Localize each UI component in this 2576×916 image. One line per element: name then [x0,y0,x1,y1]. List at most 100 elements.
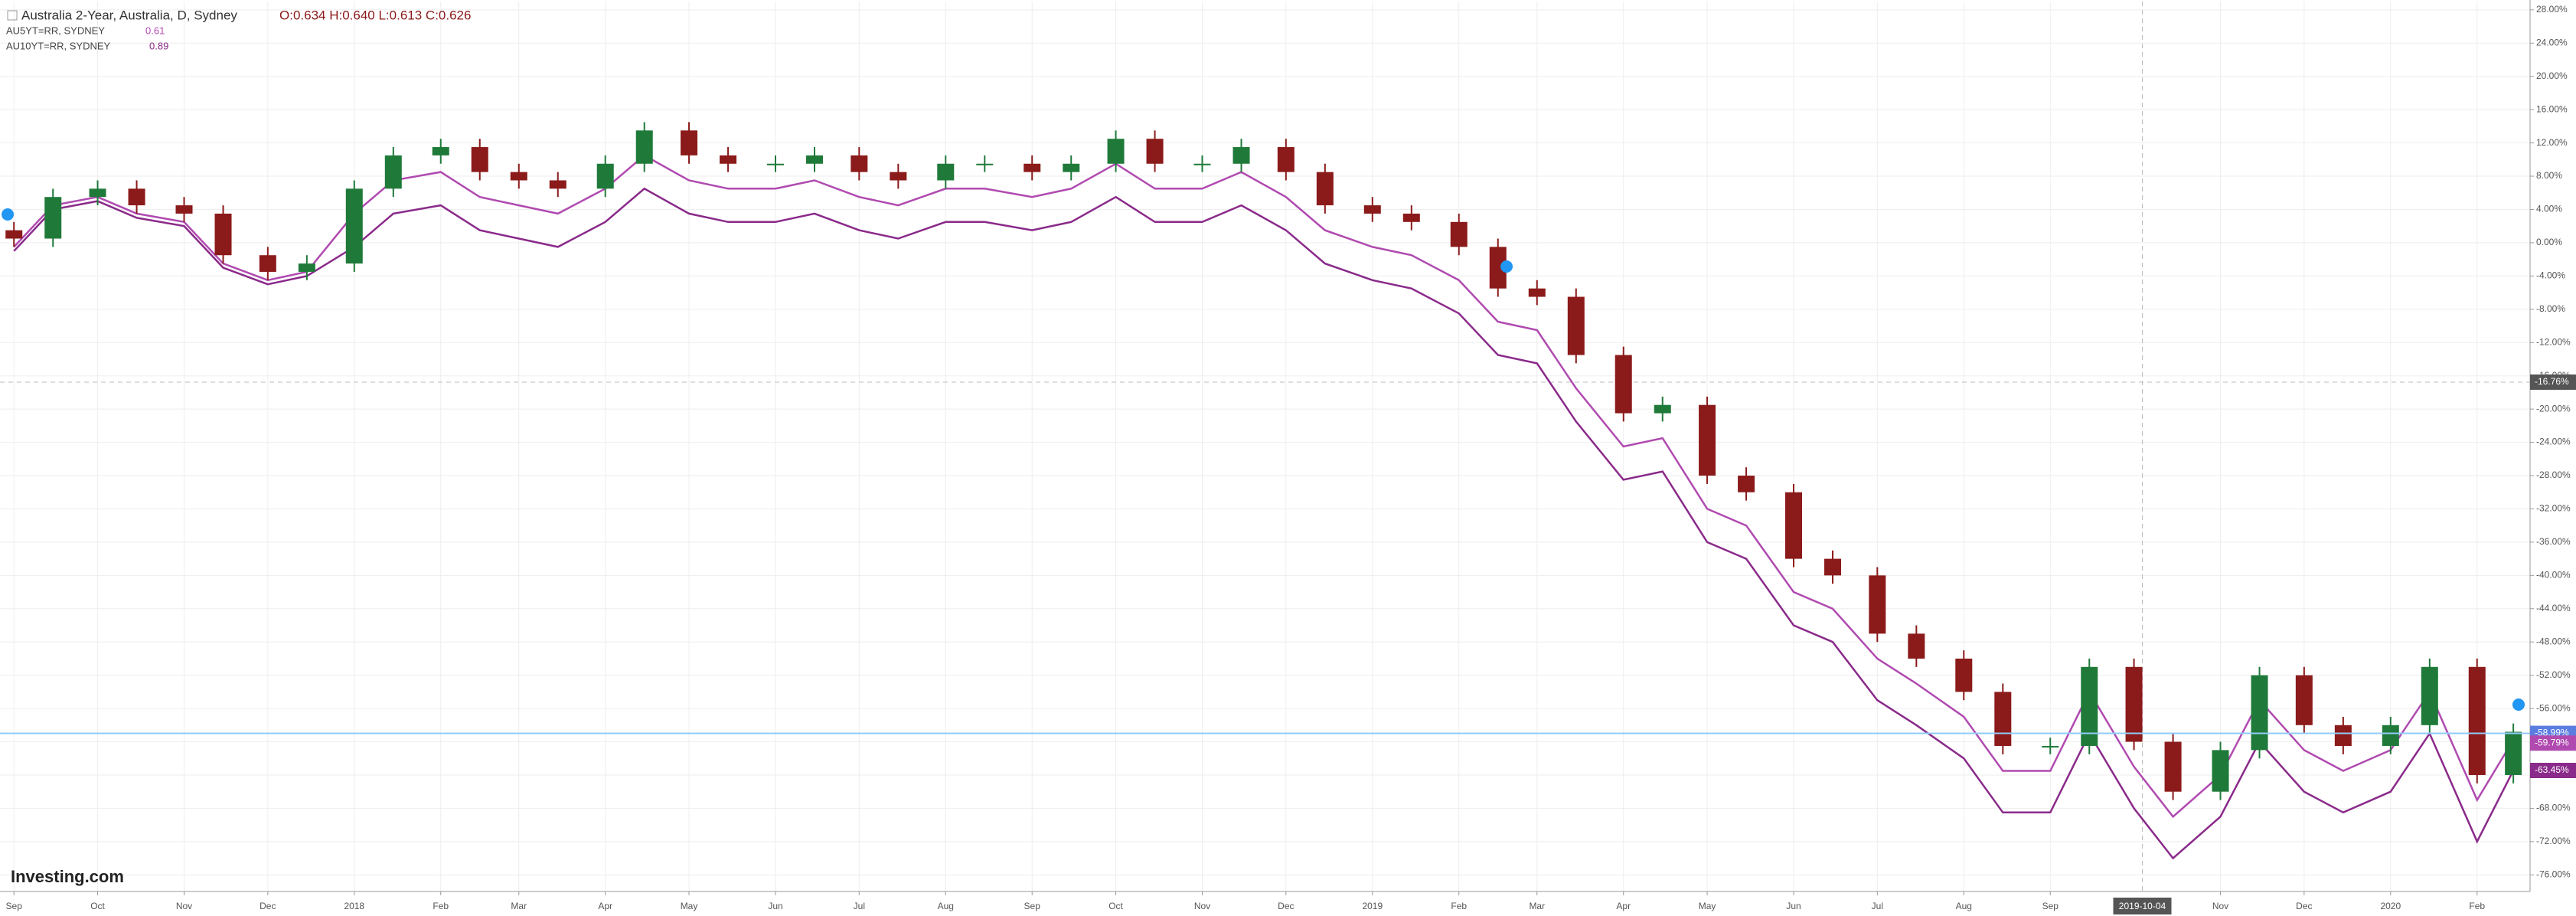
candle-body [1738,476,1755,492]
candle-body [2505,731,2522,775]
crosshair-x-label: 2019-10-04 [2119,901,2166,911]
x-tick-label: Apr [598,901,612,911]
candle-body [1024,163,1041,172]
x-tick-label: Jun [1786,901,1801,911]
candle-body [2125,666,2143,742]
y-tick-label: -20.00% [2536,403,2571,414]
y-tick-label: 12.00% [2536,137,2568,148]
x-tick-label: Aug [938,901,954,911]
candle-body [1063,163,1080,172]
event-icon[interactable] [2,208,14,221]
y-tick-label: -44.00% [2536,603,2571,613]
candle-body [1277,147,1295,172]
candle-body [44,197,62,239]
candle-body [635,130,653,164]
series-line [13,187,2515,860]
crosshair-x-box [2113,898,2172,914]
legend-entry: AU5YT=RR, SYDNEY [6,25,105,36]
x-tick-label: Sep [1024,901,1041,911]
y-tick-label: -52.00% [2536,669,2571,680]
candle-body [1654,404,1671,414]
x-tick-label: Sep [6,901,23,911]
x-tick-label: May [681,901,698,911]
candle-body [298,263,315,272]
candle-body [175,205,193,214]
last-price-label: -58.99% [2535,728,2569,738]
y-tick-label: -48.00% [2536,636,2571,646]
x-tick-label: Oct [1108,901,1123,911]
y-tick-label: 16.00% [2536,103,2568,114]
y-tick-label: 20.00% [2536,70,2568,81]
series-end-box [2530,762,2576,778]
candle-body [890,172,907,181]
x-tick-label: Jun [768,901,782,911]
legend-entry: AU10YT=RR, SYDNEY [6,40,111,51]
candle-body [2042,745,2059,748]
marks-layer [0,122,2530,860]
event-icon[interactable] [2512,698,2525,711]
candle-body [1450,221,1468,247]
candle-body [1908,633,1925,659]
candle-body [1316,172,1334,206]
crosshair-y-label: -16.76% [2535,376,2569,387]
x-tick-label: Mar [511,901,527,911]
y-tick-label: 28.00% [2536,4,2568,15]
candle-body [1567,296,1585,355]
candle-body [1869,575,1886,634]
y-tick-label: -28.00% [2536,469,2571,480]
candle-body [89,188,106,198]
candle-body [1363,205,1381,214]
x-tick-label: Dec [1278,901,1294,911]
candle-body [976,163,994,165]
candle-body [681,130,698,155]
axes-layer: 28.00% 24.00% 20.00% 16.00% 12.00% 8.00% 4.00%… [6,4,2576,914]
brand-logo: Investing.com [11,867,124,886]
candle-body [1193,163,1211,165]
candle-body [259,255,276,272]
y-tick-label: -36.00% [2536,536,2571,547]
x-tick-label: Sep [2042,901,2059,911]
y-tick-label: -24.00% [2536,437,2571,447]
legend-value: 0.89 [149,40,168,51]
x-tick-label: May [1699,901,1716,911]
candle-body [1699,404,1716,476]
collapse-icon[interactable] [7,10,18,21]
x-tick-label: Feb [433,901,449,911]
candle-body [510,172,527,181]
candle-body [1614,355,1632,414]
series-end-label: -59.79% [2535,737,2569,748]
x-tick-label: Aug [1956,901,1972,911]
ohlc-readout: O:0.634 H:0.640 L:0.613 C:0.626 [279,8,471,22]
event-icon[interactable] [1500,260,1513,273]
candle-body [2251,675,2268,751]
x-tick-label: 2019 [1362,901,1383,911]
y-tick-label: 24.00% [2536,37,2568,47]
x-tick-label: Oct [90,901,105,911]
candle-body [1824,558,1842,576]
legend-value: 0.61 [145,25,165,36]
x-tick-label: 2020 [2380,901,2401,911]
y-tick-label: 4.00% [2536,204,2562,214]
x-tick-label: 2018 [344,901,364,911]
candle-body [5,230,23,239]
candle-body [1402,213,1420,222]
chart-title: Australia 2-Year, Australia, D, Sydney [21,8,237,22]
x-tick-label: Nov [2212,901,2228,911]
candle-body [1232,147,1250,164]
x-tick-label: Apr [1616,901,1631,911]
candle-body [549,180,566,189]
y-tick-label: -4.00% [2536,270,2565,281]
candle-body [851,155,868,172]
x-tick-label: Dec [260,901,276,911]
y-tick-label: -8.00% [2536,303,2565,314]
series-end-label: -63.45% [2535,764,2569,775]
candle-body [2164,741,2182,792]
candle-body [2212,750,2229,792]
candle-body [1785,492,1803,559]
y-tick-label: 0.00% [2536,237,2562,247]
candle-body [1994,692,2012,746]
series-end-box [2530,735,2576,751]
y-tick-label: -76.00% [2536,869,2571,879]
candle-body [720,155,737,164]
